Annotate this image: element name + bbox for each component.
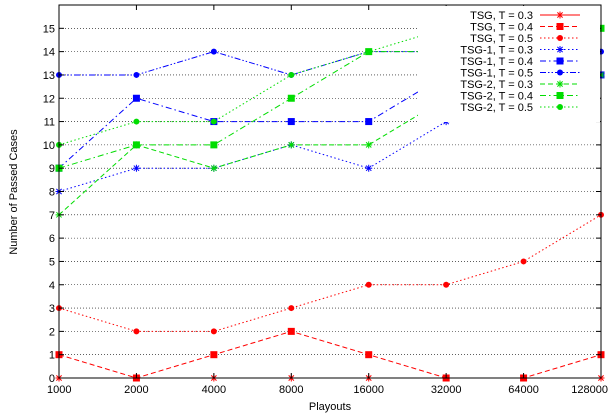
legend-label: TSG-1, T = 0.5: [460, 68, 533, 80]
y-tick-label: 12: [43, 93, 55, 105]
x-tick-label: 8000: [279, 384, 303, 396]
data-point: [365, 351, 373, 359]
x-tick-label: 64000: [508, 384, 539, 396]
y-tick-label: 2: [49, 326, 55, 338]
y-tick-label: 5: [49, 256, 55, 268]
legend-marker: [557, 69, 563, 76]
x-axis-label: Playouts: [309, 401, 352, 413]
data-point: [132, 141, 140, 149]
y-tick-label: 10: [43, 140, 55, 152]
x-tick-label: 128000: [571, 384, 608, 396]
legend-marker: [556, 80, 564, 88]
data-point: [365, 164, 373, 172]
y-tick-label: 1: [49, 350, 55, 362]
legend-marker: [556, 23, 564, 30]
data-point: [210, 118, 217, 125]
x-axis: 1000 2000 4000 8000 16000 32000 64000 128000: [47, 5, 608, 396]
data-point: [520, 258, 527, 265]
x-tick-label: 1000: [47, 384, 71, 396]
legend-marker: [557, 35, 563, 41]
legend-label: TSG-2, T = 0.5: [460, 102, 533, 114]
legend-label: TSG-1, T = 0.4: [460, 56, 533, 68]
data-point: [287, 118, 295, 126]
data-point: [210, 351, 218, 359]
y-axis-label: Number of Passed Cases: [8, 129, 20, 255]
data-point: [288, 71, 295, 78]
legend-label: TSG-2, T = 0.4: [460, 91, 533, 103]
data-point: [210, 48, 217, 55]
series-line: [58, 27, 601, 146]
x-tick-label: 4000: [202, 384, 226, 396]
data-point: [210, 141, 218, 149]
y-tick-label: 13: [43, 70, 55, 82]
data-point: [365, 118, 373, 126]
legend-label: TSG-1, T = 0.3: [460, 45, 533, 57]
y-tick-label: 11: [44, 117, 55, 129]
data-point: [287, 94, 295, 102]
legend-label: TSG-2, T = 0.3: [460, 79, 533, 91]
data-point: [210, 164, 218, 172]
data-point: [287, 327, 295, 335]
data-point: [132, 94, 140, 102]
y-tick-label: 7: [49, 210, 55, 222]
legend-marker: [556, 92, 564, 99]
data-point: [365, 48, 372, 55]
data-point: [287, 141, 295, 149]
data-point: [365, 281, 372, 288]
data-point: [132, 164, 140, 172]
y-tick-label: 6: [49, 233, 55, 245]
y-tick-label: 4: [49, 280, 55, 292]
x-tick-label: 2000: [124, 384, 148, 396]
series-line: [59, 27, 602, 76]
legend-marker: [556, 57, 564, 65]
x-tick-label: 16000: [353, 384, 384, 396]
y-tick-label: 15: [43, 23, 55, 35]
legend-marker: [557, 104, 563, 110]
data-point: [133, 71, 140, 78]
x-tick-label: 32000: [431, 384, 462, 396]
data-point: [133, 328, 140, 335]
y-tick-label: 8: [49, 187, 55, 199]
y-tick-label: 9: [49, 163, 55, 175]
series-line: [58, 214, 602, 332]
data-point: [443, 281, 450, 288]
series-line: [58, 27, 602, 169]
legend-label: TSG, T = 0.5: [470, 33, 533, 45]
legend-label: TSG, T = 0.3: [470, 10, 533, 22]
legend-label: TSG, T = 0.4: [470, 22, 533, 34]
legend-marker: [556, 46, 564, 53]
series-line: [58, 74, 601, 169]
data-point: [210, 328, 217, 335]
y-tick-label: 0: [49, 373, 55, 385]
y-tick-label: 14: [43, 47, 55, 59]
legend-background: [418, 6, 600, 122]
data-point: [365, 141, 373, 149]
data-point: [288, 305, 295, 312]
data-point: [133, 118, 140, 125]
y-tick-label: 3: [49, 303, 55, 315]
legend-marker: [556, 11, 564, 19]
